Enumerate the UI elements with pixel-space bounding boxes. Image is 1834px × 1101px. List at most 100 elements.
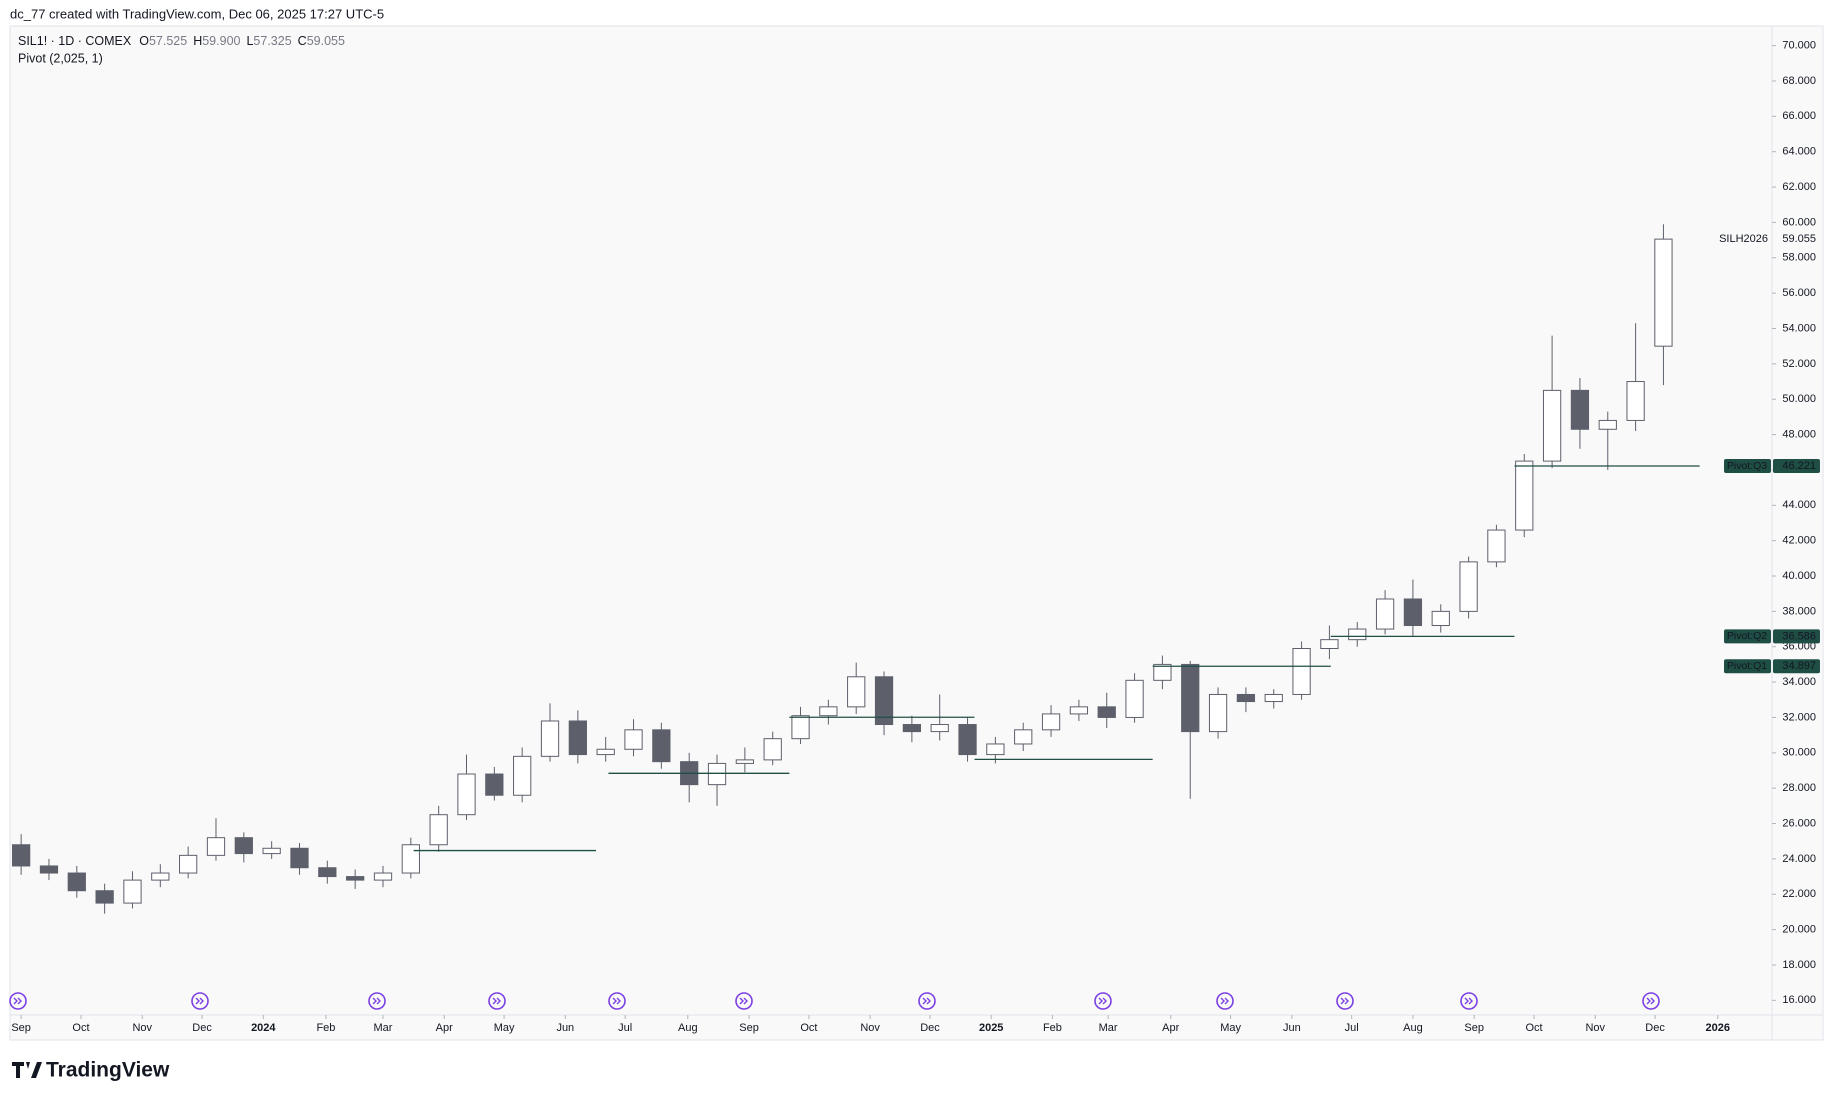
x-tick-label: Oct: [1525, 1022, 1542, 1034]
candle-body: [847, 676, 866, 708]
x-tick-label: Sep: [11, 1022, 31, 1034]
candle-body: [318, 867, 337, 878]
symbol-legend: SIL1! · 1D · COMEX O57.525 H59.900 L57.325 C…: [18, 34, 345, 48]
candle-body: [1014, 729, 1033, 745]
y-tick-label: 34.000: [1782, 676, 1816, 688]
x-tick-label: Nov: [1585, 1022, 1605, 1034]
candle-body: [958, 724, 977, 756]
candle-body: [1654, 238, 1673, 347]
y-tick-label: 50.000: [1782, 393, 1816, 405]
candle-body: [1348, 628, 1367, 641]
candle-body: [930, 724, 949, 733]
event-arrow: [13, 997, 22, 1005]
y-tick-label: 22.000: [1782, 888, 1816, 900]
candle-body: [540, 720, 560, 757]
event-icon: [9, 992, 27, 1010]
candle-body: [1598, 419, 1617, 430]
event-circle: [1642, 992, 1660, 1010]
event-arrow: [922, 997, 931, 1005]
event-icon: [368, 992, 386, 1010]
y-tick-label: 28.000: [1782, 782, 1816, 794]
event-circle: [1336, 992, 1354, 1010]
candle-body: [1515, 460, 1534, 531]
candle-body: [1181, 663, 1200, 733]
y-tick-label: 30.000: [1782, 747, 1816, 759]
y-tick-label: 66.000: [1782, 110, 1816, 122]
x-tick-label: Mar: [374, 1022, 393, 1034]
y-tick-label: 32.000: [1782, 711, 1816, 723]
candle-body: [234, 837, 253, 855]
x-tick-label: 2025: [979, 1022, 1003, 1034]
ohlc-label: O: [139, 34, 149, 48]
ohlc-value: 57.325: [253, 34, 291, 48]
x-tick-label: Aug: [678, 1022, 698, 1034]
event-circle: [191, 992, 209, 1010]
event-arrow: [1098, 997, 1107, 1005]
event-circle: [1460, 992, 1478, 1010]
candle-body: [1320, 639, 1339, 650]
x-tick-label: Apr: [1162, 1022, 1179, 1034]
candle-body: [791, 715, 810, 740]
y-tick-label: 42.000: [1782, 535, 1816, 547]
brand: TradingView: [46, 1059, 170, 1082]
candle-body: [1375, 598, 1395, 630]
y-tick-label: 44.000: [1782, 499, 1816, 511]
x-tick-label: Feb: [1043, 1022, 1062, 1034]
ohlc-label: C: [298, 34, 307, 48]
x-tick-label: Jul: [618, 1022, 632, 1034]
y-tick-label: 52.000: [1782, 358, 1816, 370]
candle-body: [763, 738, 782, 761]
x-tick-label: Dec: [192, 1022, 212, 1034]
pivot-name: Pivot:Q3: [1727, 460, 1767, 472]
indicator-legend: Pivot (2,025, 1): [18, 51, 103, 65]
candle-body: [1487, 529, 1506, 563]
y-tick-label: 20.000: [1782, 924, 1816, 936]
candle-body: [1236, 693, 1256, 703]
x-tick-label: Dec: [920, 1022, 940, 1034]
pivot-name: Pivot:Q2: [1727, 630, 1767, 642]
pivot-value-box: [1773, 659, 1820, 674]
ohlc-label: L: [246, 34, 253, 48]
ohlc-value: 59.055: [307, 34, 345, 48]
y-tick-label: 64.000: [1782, 146, 1816, 158]
y-tick-label: 26.000: [1782, 817, 1816, 829]
event-circle: [488, 992, 506, 1010]
candle-body: [1264, 693, 1283, 703]
candle-body: [1208, 693, 1228, 733]
y-tick-label: 40.000: [1782, 570, 1816, 582]
x-tick-label: Jun: [556, 1022, 574, 1034]
pivot-name-box: [1724, 459, 1771, 474]
brand-logo: [12, 1062, 42, 1078]
event-icon: [488, 992, 506, 1010]
candle-body: [429, 814, 448, 846]
candle-body: [206, 837, 226, 856]
candle-body: [67, 872, 86, 892]
event-icon: [735, 992, 753, 1010]
candle-body: [1292, 648, 1311, 695]
pivot-value: 34.897: [1782, 660, 1816, 672]
event-arrow: [1464, 997, 1473, 1005]
event-circle: [9, 992, 27, 1010]
candle-body: [346, 876, 365, 881]
candle-body: [819, 706, 838, 717]
event-circle: [368, 992, 386, 1010]
x-tick-label: Nov: [860, 1022, 880, 1034]
event-icon: [1094, 992, 1112, 1010]
candle-body: [568, 720, 587, 756]
candle-body: [1125, 679, 1144, 718]
y-tick-label: 24.000: [1782, 853, 1816, 865]
y-tick-label: 36.000: [1782, 641, 1816, 653]
candle-body: [1041, 713, 1061, 731]
candle-body: [39, 865, 59, 874]
y-tick-label: 68.000: [1782, 75, 1816, 87]
event-circle: [918, 992, 936, 1010]
x-tick-label: Mar: [1099, 1022, 1118, 1034]
x-tick-label: 2026: [1705, 1022, 1729, 1034]
candle-body: [1542, 389, 1562, 462]
candle-body: [735, 759, 754, 764]
event-arrow: [1646, 997, 1655, 1005]
x-tick-label: Feb: [316, 1022, 335, 1034]
event-icon: [191, 992, 209, 1010]
y-tick-label: 48.000: [1782, 428, 1816, 440]
candle-body: [902, 724, 922, 733]
